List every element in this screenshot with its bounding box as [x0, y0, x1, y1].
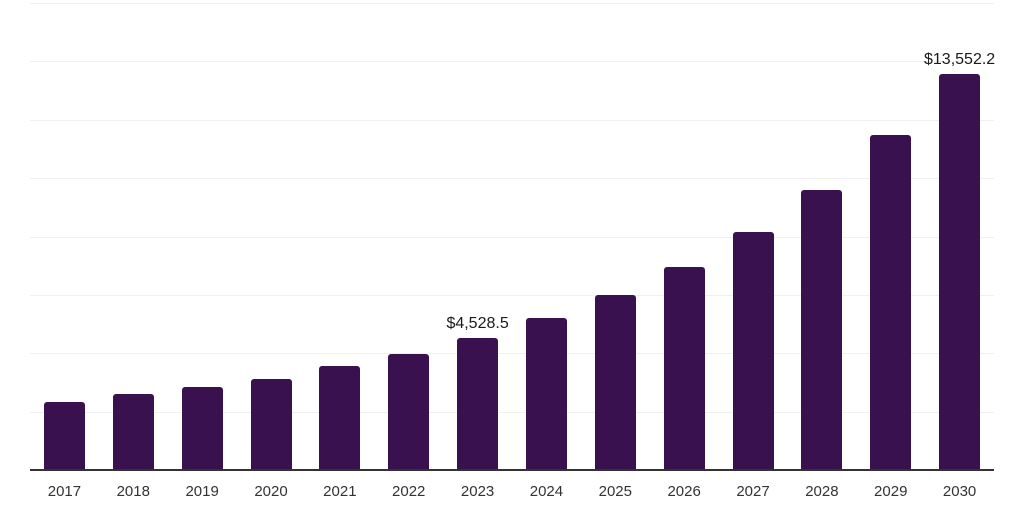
x-tick-2022: 2022 — [392, 483, 426, 500]
bar-2025 — [594, 294, 636, 470]
bar-2029 — [870, 134, 912, 470]
gridline-14000 — [30, 61, 994, 63]
bar-2017 — [43, 401, 85, 470]
bar-2021 — [319, 366, 361, 470]
gridline-12000 — [30, 119, 994, 121]
bar-2020 — [250, 379, 292, 470]
bar-2030: $13,552.2 — [924, 51, 995, 470]
plot-area: $4,528.5 $13,552.2 — [30, 3, 995, 470]
bar-slot-2022 — [374, 3, 443, 470]
x-tick-2026: 2026 — [667, 483, 701, 500]
data-label-2023: $4,528.5 — [446, 314, 509, 332]
bar-slot-2017 — [30, 3, 99, 470]
x-axis-line — [30, 469, 994, 471]
bar-2028 — [801, 189, 843, 470]
bar-slot-2029 — [856, 3, 925, 470]
gridline-8000 — [30, 236, 994, 238]
bar-slot-2020 — [237, 3, 306, 470]
bar-slot-2024 — [512, 3, 581, 470]
x-tick-2029: 2029 — [874, 483, 908, 500]
bar-slot-2027 — [719, 3, 788, 470]
x-tick-2030: 2030 — [942, 483, 977, 500]
x-tick-2023: 2023 — [460, 483, 495, 500]
bar-2019 — [181, 387, 223, 470]
data-label-2030: $13,552.2 — [924, 51, 996, 69]
bar-slot-2026 — [650, 3, 719, 470]
bar-slot-2021 — [305, 3, 374, 470]
x-tick-2021: 2021 — [323, 483, 357, 500]
x-axis-labels: 2017 2018 2019 2020 2021 2022 2023 2024 2025 2026… — [30, 483, 994, 501]
x-tick-2019: 2019 — [185, 483, 219, 500]
bar-2018 — [112, 394, 154, 470]
bar-slot-2028 — [787, 3, 856, 470]
x-tick-2025: 2025 — [598, 483, 632, 500]
x-tick-2018: 2018 — [116, 483, 150, 500]
gridline-4000 — [30, 353, 994, 355]
gridline-6000 — [30, 294, 994, 296]
gridline-16000 — [30, 3, 994, 4]
bar-2024 — [525, 318, 567, 470]
gridline-10000 — [30, 178, 994, 180]
x-tick-2020: 2020 — [254, 483, 288, 500]
bar-slot-2019 — [168, 3, 237, 470]
bar-slot-2030: $13,552.2 — [924, 3, 995, 470]
bar-slot-2025 — [581, 3, 650, 470]
x-tick-2027: 2027 — [736, 483, 770, 500]
gridline-2000 — [30, 411, 994, 413]
bar-2026 — [663, 266, 705, 470]
bar-2022 — [388, 353, 430, 470]
bar-slot-2023: $4,528.5 — [443, 3, 512, 470]
x-tick-2017: 2017 — [47, 483, 82, 500]
bars-container: $4,528.5 $13,552.2 — [30, 3, 995, 470]
x-tick-2028: 2028 — [805, 483, 839, 500]
x-tick-2024: 2024 — [529, 483, 564, 500]
bar-2023: $4,528.5 — [446, 315, 509, 470]
bar-2027 — [732, 232, 774, 470]
bar-slot-2018 — [99, 3, 168, 470]
